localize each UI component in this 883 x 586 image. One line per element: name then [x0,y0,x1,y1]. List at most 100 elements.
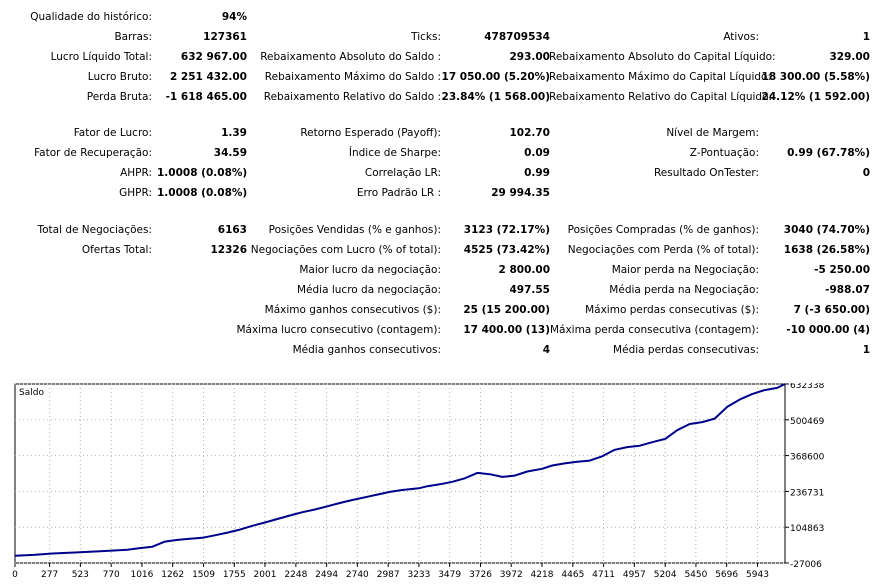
stat-row3-label-1: Lucro Líquido Total: [50,51,152,63]
stat-row9-label-2: Erro Padrão LR : [356,187,441,199]
stat-row12-value-3: -5 250.00 [814,264,870,276]
stat-row16-value-3: 1 [862,344,870,356]
stat-row13-label-3: Média perda na Negociação: [609,284,759,296]
balance-series-line [14,383,786,557]
x-tick-label: 2248 [284,570,307,580]
x-tick-label: 2494 [315,570,338,580]
stat-row13-label-2: Média lucro da negociação: [296,284,441,296]
stat-row10-label-2: Posições Vendidas (% e ganhos): [268,224,441,236]
stat-row10-value-2: 3123 (72.17%) [463,224,550,236]
plot-area [14,383,786,564]
stat-row10-value-1: 6163 [217,224,247,236]
balance-chart: 0 277 523 770 1016 1262 1509 1755 2001 2248 2494 27… [12,383,825,580]
chart-title: Saldo [19,388,44,398]
x-tick-label: 3479 [438,570,461,580]
stat-row5-value-3: 24.12% (1 592.00) [761,91,870,103]
stat-row11-value-1: 12326 [210,244,247,256]
stat-row6-label-1: Fator de Lucro: [73,127,152,139]
stat-row13-value-3: -988.07 [825,284,870,296]
stat-row6-label-3: Nível de Margem: [666,127,759,139]
stat-row12-value-2: 2 800.00 [498,264,550,276]
x-tick-label: 5696 [715,570,738,580]
x-tick-label: 4218 [531,570,554,580]
stat-row9-value-1: 1.0008 (0.08%) [157,187,248,199]
stat-row15-value-3: -10 000.00 (4) [786,324,870,336]
stat-row4-label-1: Lucro Bruto: [87,71,152,83]
x-tick-label: 4957 [623,570,646,580]
stat-row12-label-2: Maior lucro da negociação: [299,264,441,276]
stat-row3-value-1: 632 967.00 [180,51,247,63]
stat-row12-label-3: Maior perda na Negociação: [611,264,759,276]
stat-row16-value-2: 4 [542,344,550,356]
stat-row1-value-1: 94% [221,11,247,23]
stat-row15-value-2: 17 400.00 (13) [463,324,550,336]
x-tick-label: 5204 [654,570,677,580]
stat-row3-label-3: Rebaixamento Absoluto do Capital Líquido… [549,51,776,63]
stat-row5-value-1: -1 618 465.00 [165,91,247,103]
stat-row6-value-1: 1.39 [221,127,247,139]
stat-row3-value-2: 293.00 [509,51,550,63]
stat-row11-label-1: Ofertas Total: [81,244,152,256]
stat-row5-label-3: Rebaixamento Relativo do Capital Líquido… [549,91,773,103]
x-tick-label: 4465 [561,570,584,580]
x-tick-label: 4711 [592,570,615,580]
x-tick-label: 0 [12,570,18,580]
stat-row7-label-1: Fator de Recuperação: [34,147,152,159]
y-tick-label: -27006 [790,560,822,570]
x-tick-label: 1262 [161,570,184,580]
y-tick-label: 236731 [790,488,824,498]
stat-row1-label-1: Qualidade do histórico: [30,11,152,23]
stat-row3-value-3: 329.00 [829,51,870,63]
stat-row9-value-2: 29 994.35 [491,187,550,199]
stat-row2-value-1: 127361 [203,31,247,43]
stat-row16-label-3: Média perdas consecutivas: [613,344,759,356]
stat-row4-value-1: 2 251 432.00 [169,71,247,83]
stat-row8-value-2: 0.99 [524,167,550,179]
report-stats: Qualidade do histórico: 94% Barras: 127361 T… [30,11,870,356]
stat-row5-label-2: Rebaixamento Relativo do Saldo : [263,91,441,103]
stat-row4-label-3: Rebaixamento Máximo do Capital Líquido: [549,71,771,83]
x-tick-label: 1509 [192,570,215,580]
stat-row15-label-3: Máxima perda consecutiva (contagem): [549,324,759,336]
stat-row7-value-1: 34.59 [213,147,247,159]
stat-row11-label-3: Negociações com Perda (% of total): [567,244,759,256]
stat-row16-label-2: Média ganhos consecutivos: [292,344,441,356]
stat-row10-value-3: 3040 (74.70%) [783,224,870,236]
stat-row8-label-2: Correlação LR: [364,167,441,179]
stat-row7-value-2: 0.09 [524,147,550,159]
stat-row9-label-1: GHPR: [119,187,152,199]
stat-row11-value-3: 1638 (26.58%) [783,244,870,256]
stat-row6-value-2: 102.70 [509,127,550,139]
stat-row7-label-3: Z-Pontuação: [689,147,759,159]
x-tick-label: 523 [72,570,89,580]
stat-row2-value-3: 1 [862,31,870,43]
x-tick-label: 770 [103,570,120,580]
stat-row14-label-2: Máximo ganhos consecutivos ($): [264,304,441,316]
stat-row4-label-2: Rebaixamento Máximo do Saldo : [264,71,441,83]
x-tick-label: 2987 [377,570,400,580]
stat-row7-value-3: 0.99 (67.78%) [787,147,870,159]
stat-row4-value-3: 18 300.00 (5.58%) [761,71,870,83]
x-tick-label: 277 [41,570,58,580]
y-tick-label: 104863 [790,524,824,534]
stat-row3-label-2: Rebaixamento Absoluto do Saldo : [260,51,441,63]
x-tick-label: 3726 [469,570,492,580]
stat-row10-label-3: Posições Compradas (% de ganhos): [567,224,759,236]
stat-row13-value-2: 497.55 [509,284,550,296]
stat-row2-value-2: 478709534 [484,31,550,43]
stat-row11-value-2: 4525 (73.42%) [463,244,550,256]
stat-row14-value-2: 25 (15 200.00) [463,304,550,316]
stat-row10-label-1: Total de Negociações: [37,224,152,236]
stat-row15-label-2: Máxima lucro consecutivo (contagem): [236,324,441,336]
y-tick-label: 632338 [790,383,825,391]
stat-row7-label-2: Índice de Sharpe: [348,147,441,159]
x-tick-label: 3972 [500,570,523,580]
x-tick-label: 5943 [746,570,769,580]
stat-row5-label-1: Perda Bruta: [86,91,152,103]
stat-row8-label-3: Resultado OnTester: [653,167,759,179]
x-tick-label: 3233 [407,570,430,580]
x-tick-label: 5450 [684,570,707,580]
stat-row6-label-2: Retorno Esperado (Payoff): [300,127,441,139]
y-tick-label: 500469 [790,417,825,427]
stat-row11-label-2: Negociações com Lucro (% of total): [250,244,441,256]
